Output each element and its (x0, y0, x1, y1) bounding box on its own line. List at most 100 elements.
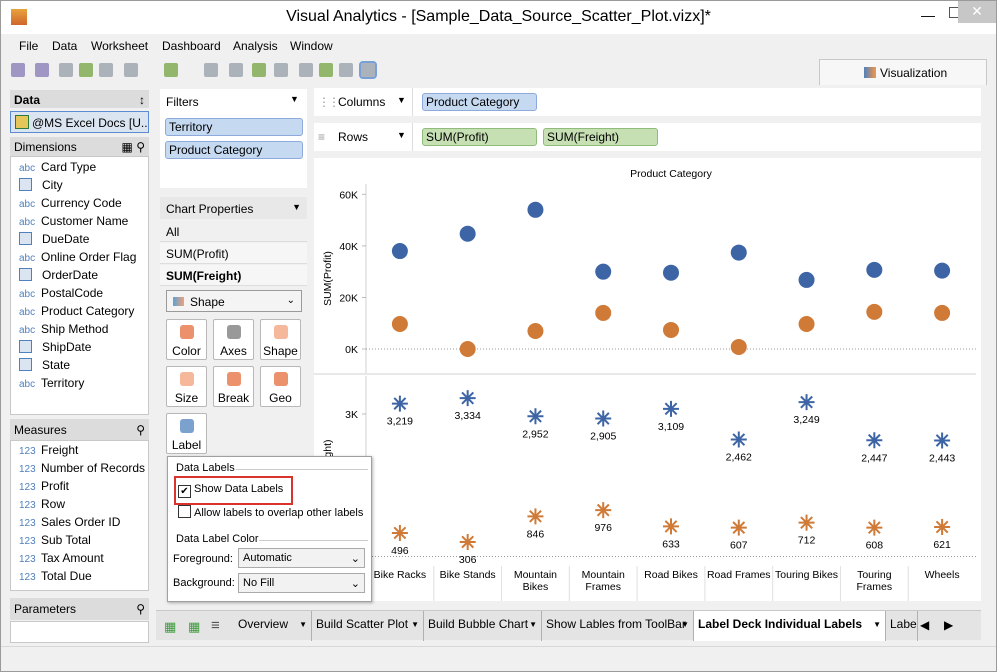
field-item[interactable]: 123 Freight (19, 443, 78, 457)
menu-item[interactable]: Worksheet (91, 39, 149, 53)
parameters-header: Parameters ⚲ (10, 598, 149, 620)
column-pill[interactable]: Product Category (422, 93, 537, 111)
mark-type-dropdown[interactable]: Shape ⌄ (166, 290, 302, 312)
menu-item[interactable]: Window (290, 39, 333, 53)
new-sheet-button[interactable]: ▦ (164, 619, 177, 634)
sheet-tab[interactable]: Build Scatter Plot ▼ (312, 611, 424, 641)
toolbar-button[interactable] (339, 63, 353, 77)
sheet-tab[interactable]: Label (886, 611, 918, 641)
sheet-tab[interactable]: Label Deck Individual Labels ▼ (694, 611, 886, 641)
minimize-button[interactable]: — (921, 7, 935, 23)
field-name: Row (41, 497, 66, 511)
menu-item[interactable]: Dashboard (162, 39, 221, 53)
field-item[interactable]: 123 Profit (19, 479, 69, 493)
data-point (391, 395, 408, 412)
toolbar-button[interactable] (319, 63, 333, 77)
property-button[interactable]: Axes (213, 319, 254, 360)
toolbar-button[interactable] (359, 61, 377, 79)
field-item[interactable]: abc Currency Code (19, 196, 122, 210)
field-item[interactable]: abc PostalCode (19, 286, 103, 300)
scroll-right[interactable]: ▶ (944, 618, 954, 632)
row-pill[interactable]: SUM(Profit) (422, 128, 537, 146)
toolbar-button[interactable] (204, 63, 218, 77)
field-item[interactable]: abc Territory (19, 376, 84, 390)
data-source-label: @MS Excel Docs [U... (32, 116, 149, 130)
menu-item[interactable]: Analysis (233, 39, 278, 53)
visualization-tab[interactable]: Visualization (819, 59, 987, 85)
property-button[interactable]: Label (166, 413, 207, 454)
sheet-tab-menu[interactable]: ▼ (873, 620, 881, 629)
overlap-option[interactable]: Allow labels to overlap other labels (178, 505, 363, 519)
sheet-tab-menu[interactable]: ▼ (681, 620, 689, 629)
property-row[interactable]: All (160, 221, 307, 242)
sheet-list-button[interactable]: ≡ (211, 617, 220, 634)
filter-pill[interactable]: Territory (165, 118, 303, 136)
field-item[interactable]: DueDate (19, 232, 89, 246)
show-labels-checkbox[interactable]: ✔ (178, 485, 191, 498)
field-item[interactable]: abc Ship Method (19, 322, 108, 336)
x-tick-label: Wheels (924, 569, 960, 581)
toolbar-button[interactable] (11, 63, 25, 77)
sheet-tab[interactable]: Build Bubble Chart ▼ (424, 611, 542, 641)
sheet-tab[interactable]: Overview ▼ (234, 611, 312, 641)
toolbar-button[interactable] (59, 63, 73, 77)
toolbar-button[interactable] (299, 63, 313, 77)
field-type-icon: abc (19, 253, 36, 264)
data-point (391, 316, 408, 333)
field-item[interactable]: OrderDate (19, 268, 98, 282)
chart-area: Product CategorySUM(Profit)0K20K40K60KSU… (314, 158, 981, 601)
data-point (798, 271, 815, 288)
field-item[interactable]: 123 Tax Amount (19, 551, 104, 565)
menu-item[interactable]: Data (52, 39, 78, 53)
scroll-left[interactable]: ◀ (920, 618, 930, 632)
sheet-tab[interactable]: Show Lables from ToolBar ▼ (542, 611, 694, 641)
toolbar-button[interactable] (35, 63, 49, 77)
button-icon (227, 372, 241, 386)
sheet-tab-menu[interactable]: ▼ (529, 620, 537, 629)
property-button[interactable]: Size (166, 366, 207, 407)
field-item[interactable]: 123 Total Due (19, 569, 92, 583)
columns-menu[interactable]: ▼ (397, 95, 406, 105)
toolbar-button[interactable] (164, 63, 178, 77)
button-icon (180, 325, 194, 339)
toolbar-button[interactable] (274, 63, 288, 77)
filter-pill[interactable]: Product Category (165, 141, 303, 159)
field-item[interactable]: State (19, 358, 70, 372)
toolbar-button[interactable] (99, 63, 113, 77)
field-type-icon: 123 (19, 554, 36, 565)
rows-menu[interactable]: ▼ (397, 130, 406, 140)
field-item[interactable]: abc Customer Name (19, 214, 128, 228)
toolbar-button[interactable] (79, 63, 93, 77)
toolbar-button[interactable] (124, 63, 138, 77)
field-item[interactable]: ShipDate (19, 340, 91, 354)
field-item[interactable]: abc Card Type (19, 160, 96, 174)
data-source[interactable]: @MS Excel Docs [U... (10, 111, 149, 133)
toolbar-button[interactable] (229, 63, 243, 77)
field-item[interactable]: abc Product Category (19, 304, 134, 318)
new-dashboard-button[interactable]: ▦ (188, 619, 201, 634)
property-button[interactable]: Break (213, 366, 254, 407)
field-item[interactable]: 123 Row (19, 497, 65, 511)
property-row[interactable]: SUM(Profit) (160, 243, 307, 264)
property-button[interactable]: Color (166, 319, 207, 360)
show-labels-option[interactable]: ✔ Show Data Labels (178, 483, 283, 498)
field-item[interactable]: 123 Sub Total (19, 533, 91, 547)
field-item[interactable]: City (19, 178, 63, 192)
overlap-checkbox[interactable] (178, 505, 191, 518)
field-item[interactable]: 123 Sales Order ID (19, 515, 120, 529)
sheet-tab-menu[interactable]: ▼ (411, 620, 419, 629)
sheet-tab-menu[interactable]: ▼ (299, 620, 307, 629)
toolbar-button[interactable] (252, 63, 266, 77)
menu-item[interactable]: File (19, 39, 39, 53)
foreground-dropdown[interactable]: Automatic ⌄ (238, 548, 365, 568)
property-row[interactable]: SUM(Freight) (160, 265, 307, 286)
close-button[interactable]: ✕ (958, 1, 996, 23)
filters-menu[interactable]: ▼ (290, 94, 299, 104)
row-pill[interactable]: SUM(Freight) (543, 128, 658, 146)
property-button[interactable]: Shape (260, 319, 301, 360)
field-item[interactable]: abc Online Order Flag (19, 250, 136, 264)
property-button[interactable]: Geo (260, 366, 301, 407)
field-item[interactable]: 123 Number of Records (19, 461, 145, 475)
sheet-tab-bar: ▦ ▦ ≡ Overview ▼ Build Scatter Plot ▼ Build … (156, 610, 981, 641)
background-dropdown[interactable]: No Fill ⌄ (238, 573, 365, 593)
